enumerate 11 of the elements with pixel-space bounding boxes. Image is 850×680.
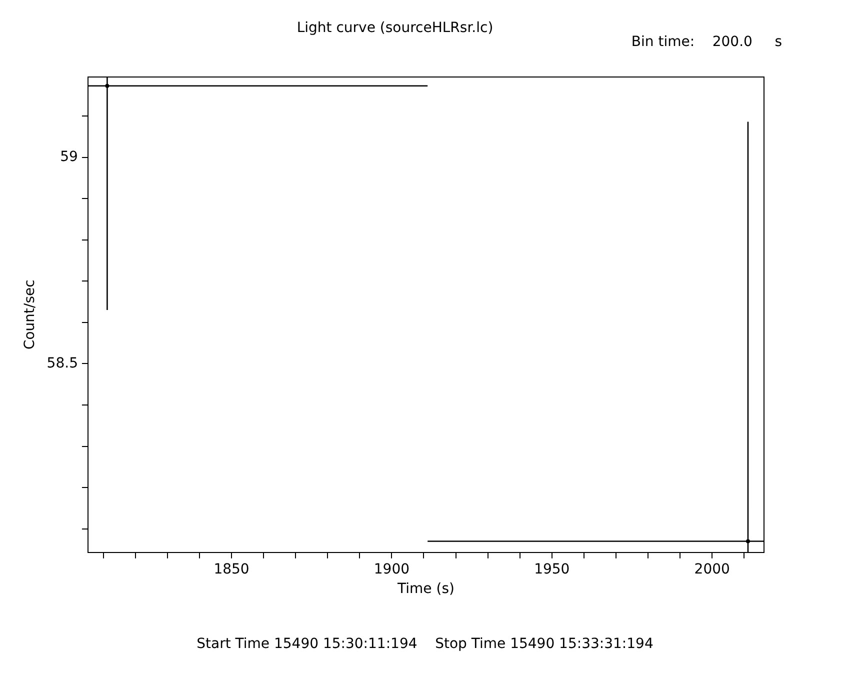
- y-tick-label: 59: [60, 148, 78, 165]
- y-axis-title: Count/sec: [22, 280, 38, 350]
- text: Bin time: 200.0 s: [631, 34, 782, 50]
- y-tick-label: 58.5: [46, 355, 78, 372]
- x-tick-label: 1850: [214, 561, 250, 578]
- chart-title: Light curve (sourceHLRsr.lc): [296, 20, 494, 36]
- x-tick-label: 2000: [694, 561, 730, 578]
- x-tick-label: 1900: [374, 561, 410, 578]
- text: Start Time 15490 15:30:11:194 Stop Time 15490 15:33:31:194: [196, 636, 654, 652]
- x-axis-title: Time (s): [396, 581, 454, 598]
- x-tick-label: 1950: [534, 561, 570, 578]
